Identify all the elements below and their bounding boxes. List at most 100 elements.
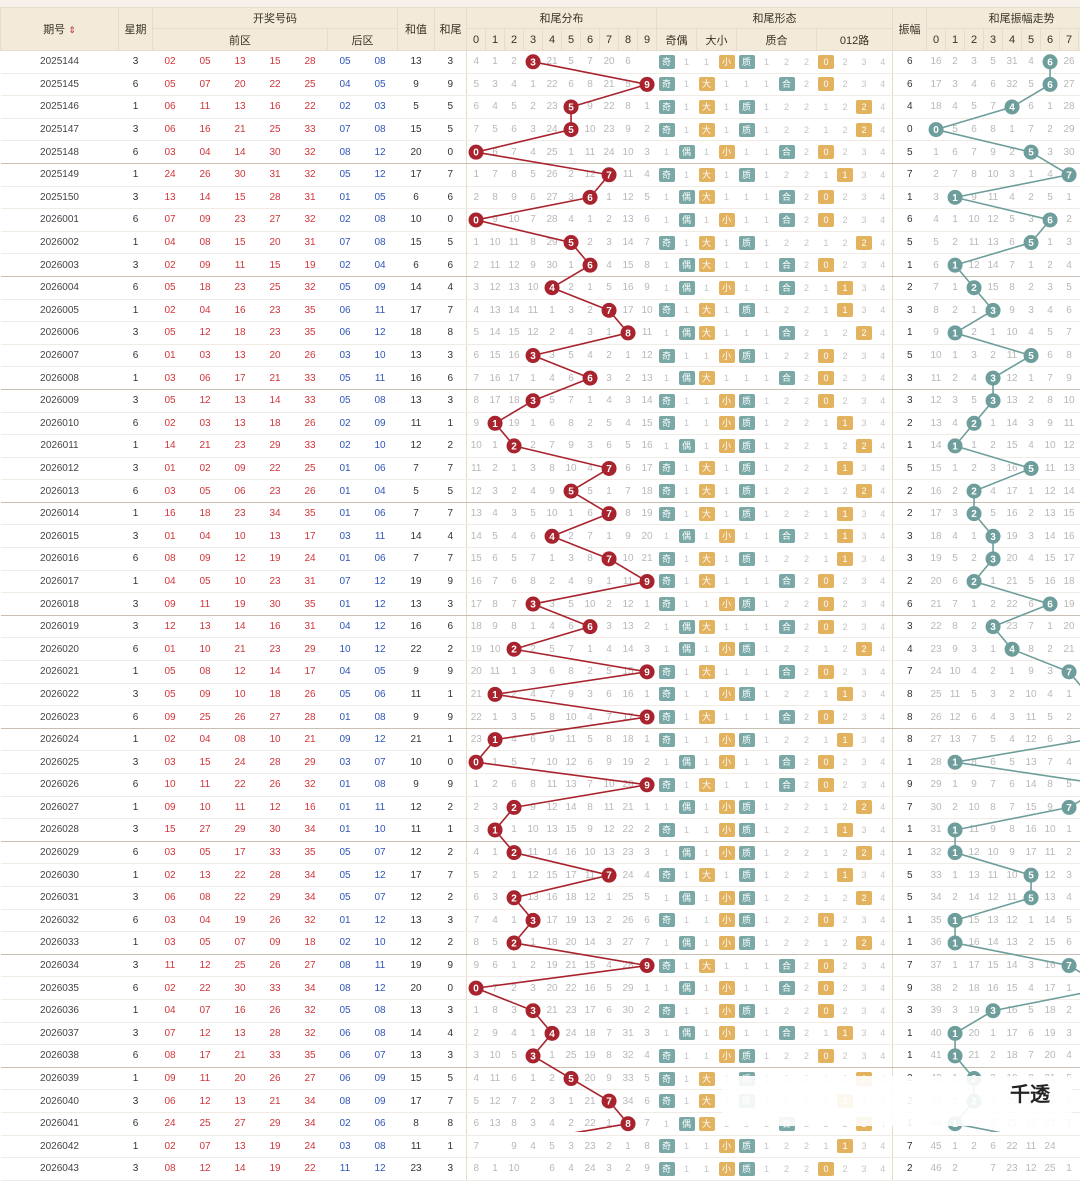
back-number: 08 <box>328 954 363 977</box>
dist-cell: 12 <box>638 344 657 367</box>
composite-miss-cell-tag: 2 <box>799 552 815 566</box>
road0-cell: 1 <box>817 412 836 435</box>
amp-cell: 8 <box>946 615 965 638</box>
amp-cell: 15 <box>1060 502 1079 525</box>
road-miss-cell-tag: 4 <box>875 529 891 543</box>
weekday-cell: 3 <box>119 322 153 345</box>
composite-miss-cell: 2 <box>797 389 817 412</box>
road2-cell: 3 <box>855 1158 874 1181</box>
amp-cell: 11 <box>984 186 1003 209</box>
amplitude-cell: 2 <box>893 276 927 299</box>
road0-cell: 0 <box>817 751 836 774</box>
road0-cell: 0 <box>817 593 836 616</box>
dist-cell: 11 <box>467 457 486 480</box>
odd-cell-tag: 1 <box>659 1026 675 1040</box>
back-number: 12 <box>363 322 398 345</box>
road-miss-cell: 4 <box>874 774 893 797</box>
small-cell-tag: 小 <box>719 733 735 747</box>
prime-cell-tag: 质 <box>739 1162 755 1176</box>
odd-cell-tag: 1 <box>659 620 675 634</box>
prime-miss-cell-tag: 1 <box>759 326 775 340</box>
prime-cell-tag: 质 <box>739 733 755 747</box>
back-number: 03 <box>363 96 398 119</box>
prime-miss-cell-tag: 1 <box>759 846 775 860</box>
amp-cell: 6 <box>1003 774 1022 797</box>
dist-cell: 1 <box>543 299 562 322</box>
amp-cell <box>946 254 965 277</box>
col-issue[interactable]: 期号 ⇕ <box>1 8 119 51</box>
sort-icon[interactable]: ⇕ <box>68 25 76 35</box>
road0-cell: 0 <box>817 1158 836 1181</box>
road0-cell: 0 <box>817 141 836 164</box>
back-number: 06 <box>363 502 398 525</box>
road0-cell-tag: 0 <box>818 1004 834 1018</box>
amp-cell <box>1003 96 1022 119</box>
front-number: 11 <box>188 1067 223 1090</box>
road1-cell-tag: 2 <box>837 981 853 995</box>
road1-cell: 2 <box>836 886 855 909</box>
dist-cell: 2 <box>505 977 524 1000</box>
amp-cell: 3 <box>1003 163 1022 186</box>
amp-cell: 4 <box>1060 751 1079 774</box>
amp-digit-header: 2 <box>965 29 984 51</box>
amp-cell: 37 <box>927 954 946 977</box>
odd-cell-tag: 奇 <box>659 1072 675 1086</box>
dist-cell: 4 <box>600 389 619 412</box>
road1-cell-tag: 2 <box>837 439 853 453</box>
even-cell-tag: 1 <box>679 687 695 701</box>
dist-cell: 10 <box>486 1045 505 1068</box>
road2-cell-tag: 3 <box>856 778 872 792</box>
issue-cell: 2026040 <box>1 1090 119 1113</box>
road0-cell-tag: 0 <box>818 371 834 385</box>
big-cell-tag: 大 <box>699 461 715 475</box>
back-number: 07 <box>363 841 398 864</box>
front-number: 18 <box>188 276 223 299</box>
odd-cell-tag: 1 <box>659 281 675 295</box>
sum-cell: 10 <box>398 209 435 232</box>
road-miss-cell-tag: 4 <box>875 959 891 973</box>
dist-cell: 26 <box>619 909 638 932</box>
amp-cell: 2 <box>984 661 1003 684</box>
composite-miss-cell: 2 <box>797 728 817 751</box>
front-number: 26 <box>258 909 293 932</box>
dist-cell: 6 <box>505 1067 524 1090</box>
weekday-cell: 1 <box>119 864 153 887</box>
road1-cell: 2 <box>836 1158 855 1181</box>
even-cell: 1 <box>677 344 697 367</box>
big-cell: 大 <box>697 163 717 186</box>
dist-cell: 3 <box>638 141 657 164</box>
dist-cell: 6 <box>600 683 619 706</box>
road0-cell-tag: 1 <box>818 642 834 656</box>
composite-miss-cell-tag: 2 <box>799 1162 815 1176</box>
back-number: 07 <box>328 231 363 254</box>
front-number: 12 <box>188 1090 223 1113</box>
prime-miss-cell: 1 <box>757 344 777 367</box>
dist-cell: 6 <box>619 51 638 74</box>
amp-cell: 16 <box>1003 502 1022 525</box>
small-cell-tag: 小 <box>719 642 735 656</box>
small-cell: 小 <box>717 389 737 412</box>
front-number: 29 <box>293 751 328 774</box>
amp-cell: 15 <box>927 457 946 480</box>
prime-cell-tag: 1 <box>739 145 755 159</box>
dist-cell: 14 <box>486 322 505 345</box>
small-cell-tag: 1 <box>719 710 735 724</box>
tail-cell: 8 <box>435 322 467 345</box>
front-number: 05 <box>188 841 223 864</box>
road-miss-cell: 4 <box>874 435 893 458</box>
odd-cell: 奇 <box>657 661 677 684</box>
dist-cell: 6 <box>562 615 581 638</box>
big-cell-tag: 大 <box>699 258 715 272</box>
dist-cell: 4 <box>505 525 524 548</box>
front-number: 08 <box>223 728 258 751</box>
dist-cell: 6 <box>562 73 581 96</box>
road-miss-cell: 4 <box>874 909 893 932</box>
sum-cell: 14 <box>398 525 435 548</box>
front-number: 22 <box>293 1158 328 1181</box>
amp-cell: 2 <box>1041 638 1060 661</box>
road2-cell: 3 <box>855 570 874 593</box>
dist-cell: 7 <box>562 638 581 661</box>
back-number: 04 <box>328 661 363 684</box>
front-number: 03 <box>153 751 188 774</box>
